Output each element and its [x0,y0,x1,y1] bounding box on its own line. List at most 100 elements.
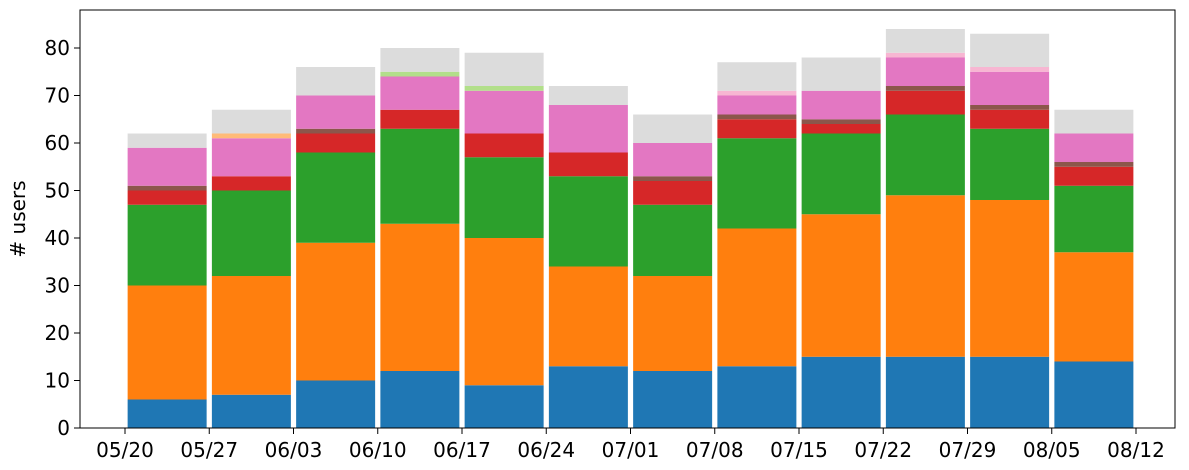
bar-segment [548,266,628,367]
x-tick-label: 06/10 [349,438,407,462]
bar-segment [127,133,207,148]
bar-segment [127,285,207,400]
y-tick-label: 30 [45,274,70,298]
bar-segment [211,394,291,428]
bar-segment [633,371,713,428]
bar-segment [1054,361,1134,428]
bar-segment [380,71,460,77]
bar-segment [970,356,1050,428]
bar-segment [717,228,797,367]
bar-segment [211,133,291,139]
bar-segment [801,214,881,357]
bar-segment [296,95,376,129]
bar-segment [1054,252,1134,362]
x-tick-label: 07/01 [602,438,660,462]
bar-segment [633,204,713,276]
bar-segment [548,366,628,428]
x-tick-label: 08/12 [1107,438,1165,462]
bar-segment [380,223,460,371]
bar-segment [970,71,1050,105]
bar-segment [970,33,1050,67]
bar-segment [885,57,965,86]
x-tick-label: 06/03 [265,438,323,462]
bar-segment [970,109,1050,129]
bar-segment [464,385,544,428]
bar-segment [801,133,881,215]
bar-segment [717,114,797,120]
bar-segment [464,86,544,91]
bar-segment [127,204,207,286]
bar-segment [717,138,797,229]
bar-segment [970,67,1050,72]
bar-segment [127,399,207,428]
bar-segment [464,238,544,386]
bar-segment [717,119,797,139]
bar-segment [211,276,291,395]
bar-segment [127,185,207,191]
bar-segment [380,128,460,224]
bar-segment [717,90,797,96]
y-tick-label: 60 [45,131,70,155]
bar-segment [548,176,628,267]
bar-segment [801,356,881,428]
bar-segment [717,366,797,428]
bar-segment [885,90,965,115]
bar-segment [380,371,460,428]
bar-segment [464,157,544,238]
y-tick-label: 70 [45,84,70,108]
bar-segment [885,86,965,91]
bar-segment [1054,109,1134,134]
bar-segment [633,181,713,205]
bar-segment [127,190,207,205]
y-axis-label: # users [6,180,30,257]
bar-segment [296,242,376,381]
bar-segment [380,48,460,72]
x-tick-label: 06/17 [433,438,491,462]
y-tick-label: 20 [45,321,70,345]
bar-segment [970,200,1050,357]
bar-segment [801,90,881,120]
bar-segment [970,105,1050,110]
bar-segment [970,128,1050,200]
bar-segment [885,114,965,196]
x-tick-label: 08/05 [1023,438,1081,462]
bar-segment [464,90,544,134]
x-tick-label: 06/24 [517,438,575,462]
x-tick-label: 05/27 [180,438,238,462]
y-tick-label: 10 [45,369,70,393]
x-tick-label: 05/20 [96,438,154,462]
y-tick-label: 80 [45,36,70,60]
x-tick-label: 07/15 [770,438,828,462]
bar-segment [1054,162,1134,167]
bar-segment [717,62,797,91]
bar-segment [548,86,628,105]
bar-segment [127,147,207,186]
bar-segment [1054,185,1134,253]
plot-frame [79,9,1176,429]
bar-segment [1054,133,1134,162]
bar-segment [633,143,713,177]
bar-segment [633,114,713,143]
bar-segment [717,95,797,115]
bar-segment [633,176,713,181]
x-tick-label: 07/29 [939,438,997,462]
y-tick-label: 50 [45,179,70,203]
bar-segment [885,195,965,357]
y-tick-label: 40 [45,226,70,250]
bar-segment [296,133,376,153]
bar-segment [1054,166,1134,186]
bar-segment [801,57,881,91]
x-tick-label: 07/08 [686,438,744,462]
bar-segment [211,190,291,276]
bars-layer [127,29,1134,428]
bar-segment [211,138,291,177]
bar-segment [380,76,460,110]
bar-segment [464,133,544,158]
bar-segment [801,119,881,124]
bar-segment [464,52,544,86]
bar-segment [801,124,881,134]
bar-segment [885,29,965,53]
bar-segment [296,380,376,428]
bar-segment [211,176,291,191]
